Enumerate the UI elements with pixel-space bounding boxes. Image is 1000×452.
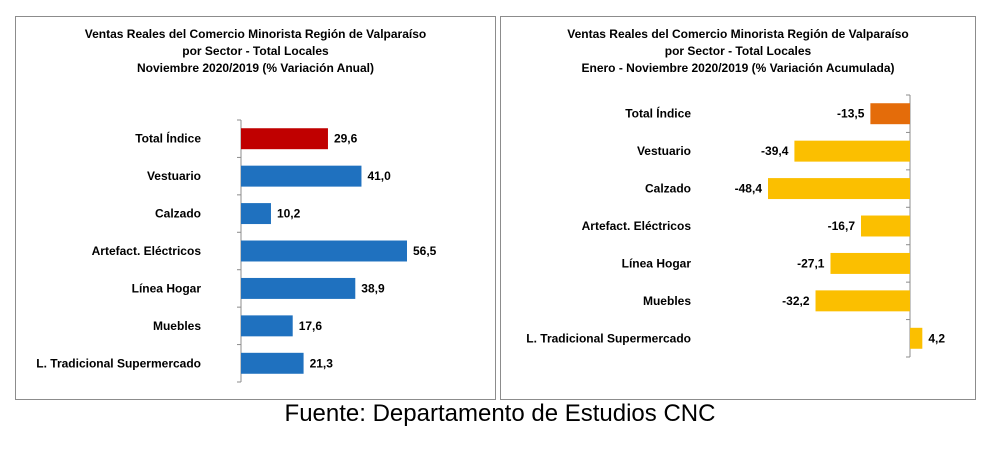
data-label: 41,0 xyxy=(367,169,391,183)
bar xyxy=(241,352,304,374)
data-label: 21,3 xyxy=(310,356,334,370)
bar xyxy=(768,178,910,200)
data-label: -16,7 xyxy=(828,219,856,233)
data-label: 4,2 xyxy=(928,331,945,345)
bar xyxy=(241,128,328,150)
chart-title-line: por Sector - Total Locales xyxy=(182,44,329,58)
category-label: L. Tradicional Supermercado xyxy=(526,331,691,345)
bar xyxy=(870,103,910,125)
bar xyxy=(241,203,271,225)
bar xyxy=(241,165,362,187)
bar-chart-annual: Total Índice 29,6 Vestuario 41,0 Calzado 10,2… xyxy=(36,119,437,383)
data-label: -13,5 xyxy=(837,107,865,121)
category-label: Artefact. Eléctricos xyxy=(92,244,202,258)
bar xyxy=(861,215,910,237)
category-label: Muebles xyxy=(153,319,201,333)
chart-panel-cumulative: Ventas Reales del Comercio Minorista Reg… xyxy=(500,16,976,400)
chart-title-line: Enero - Noviembre 2020/2019 (% Variación… xyxy=(581,61,895,75)
category-label: Vestuario xyxy=(637,144,691,158)
data-label: 10,2 xyxy=(277,207,301,221)
category-label: Artefact. Eléctricos xyxy=(582,219,692,233)
chart-title: Ventas Reales del Comercio Minorista Reg… xyxy=(16,26,495,77)
category-label: Línea Hogar xyxy=(622,256,692,270)
chart-title-line: Ventas Reales del Comercio Minorista Reg… xyxy=(84,27,427,41)
bar xyxy=(241,277,356,299)
chart-title-line: por Sector - Total Locales xyxy=(664,44,812,58)
chart-panel-annual: Ventas Reales del Comercio Minorista Reg… xyxy=(15,16,496,400)
data-label: -27,1 xyxy=(797,256,825,270)
category-label: Calzado xyxy=(155,207,201,221)
bar xyxy=(241,315,293,337)
chart-title: Ventas Reales del Comercio Minorista Reg… xyxy=(501,26,975,77)
category-label: Línea Hogar xyxy=(132,281,202,295)
data-label: 56,5 xyxy=(413,244,437,258)
data-label: -32,2 xyxy=(782,294,810,308)
source-note: Fuente: Departamento de Estudios CNC xyxy=(284,400,716,427)
category-label: L. Tradicional Supermercado xyxy=(36,356,201,370)
bar xyxy=(794,140,910,162)
bar xyxy=(910,327,923,349)
data-label: 17,6 xyxy=(299,319,323,333)
chart-title-line: Ventas Reales del Comercio Minorista Reg… xyxy=(567,27,909,41)
bar xyxy=(815,290,910,312)
bar xyxy=(241,240,407,262)
data-label: -48,4 xyxy=(735,182,763,196)
bar-chart-cumulative: Total Índice -13,5 Vestuario -39,4 Calzado -4… xyxy=(526,94,945,358)
category-label: Total Índice xyxy=(625,106,691,121)
category-label: Vestuario xyxy=(147,169,201,183)
bar xyxy=(830,252,910,274)
data-label: -39,4 xyxy=(761,144,789,158)
category-label: Total Índice xyxy=(135,131,201,146)
category-label: Muebles xyxy=(643,294,691,308)
category-label: Calzado xyxy=(645,182,691,196)
data-label: 29,6 xyxy=(334,132,358,146)
chart-title-line: Noviembre 2020/2019 (% Variación Anual) xyxy=(137,61,374,75)
data-label: 38,9 xyxy=(361,281,385,295)
